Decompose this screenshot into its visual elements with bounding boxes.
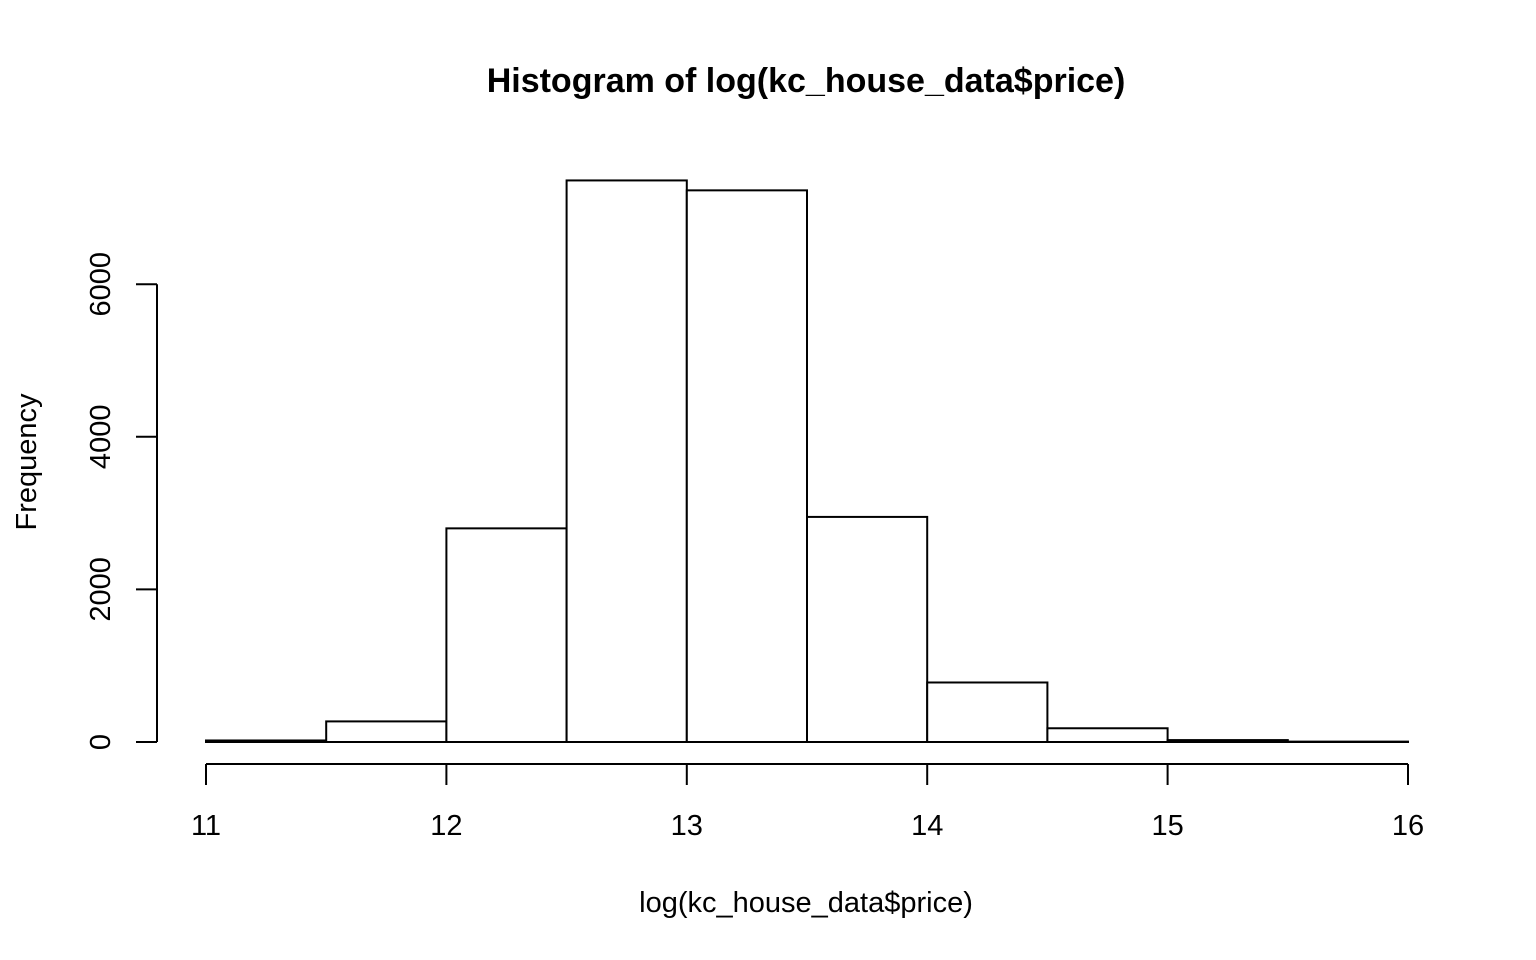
- y-tick-label-0: 0: [85, 734, 117, 750]
- y-axis: 0 2000 4000 6000: [85, 252, 158, 750]
- x-tick-label-14: 14: [911, 810, 943, 842]
- x-tick-label-12: 12: [430, 810, 462, 842]
- x-tick-label-16: 16: [1392, 810, 1424, 842]
- x-axis-title: log(kc_house_data$price): [639, 887, 973, 919]
- x-tick-label-11: 11: [191, 810, 221, 842]
- y-tick-label-4000: 4000: [85, 405, 117, 470]
- x-axis: 11 12 13 14 15 16: [191, 763, 1424, 842]
- histogram-bar-5: [806, 515, 929, 743]
- histogram-bar-4: [685, 189, 808, 743]
- histogram-bar-1: [325, 720, 448, 743]
- histogram-bar-3: [565, 179, 688, 743]
- y-tick-label-2000: 2000: [85, 557, 117, 622]
- histogram-bar-2: [445, 527, 568, 743]
- y-axis-title: Frequency: [11, 393, 43, 531]
- chart-title: Histogram of log(kc_house_data$price): [487, 62, 1126, 100]
- bars-layer: [205, 179, 1410, 744]
- y-tick-label-6000: 6000: [85, 252, 117, 317]
- x-tick-label-13: 13: [671, 810, 703, 842]
- histogram-bar-6: [926, 681, 1049, 744]
- x-tick-label-15: 15: [1151, 810, 1183, 842]
- histogram-bar-7: [1046, 727, 1169, 743]
